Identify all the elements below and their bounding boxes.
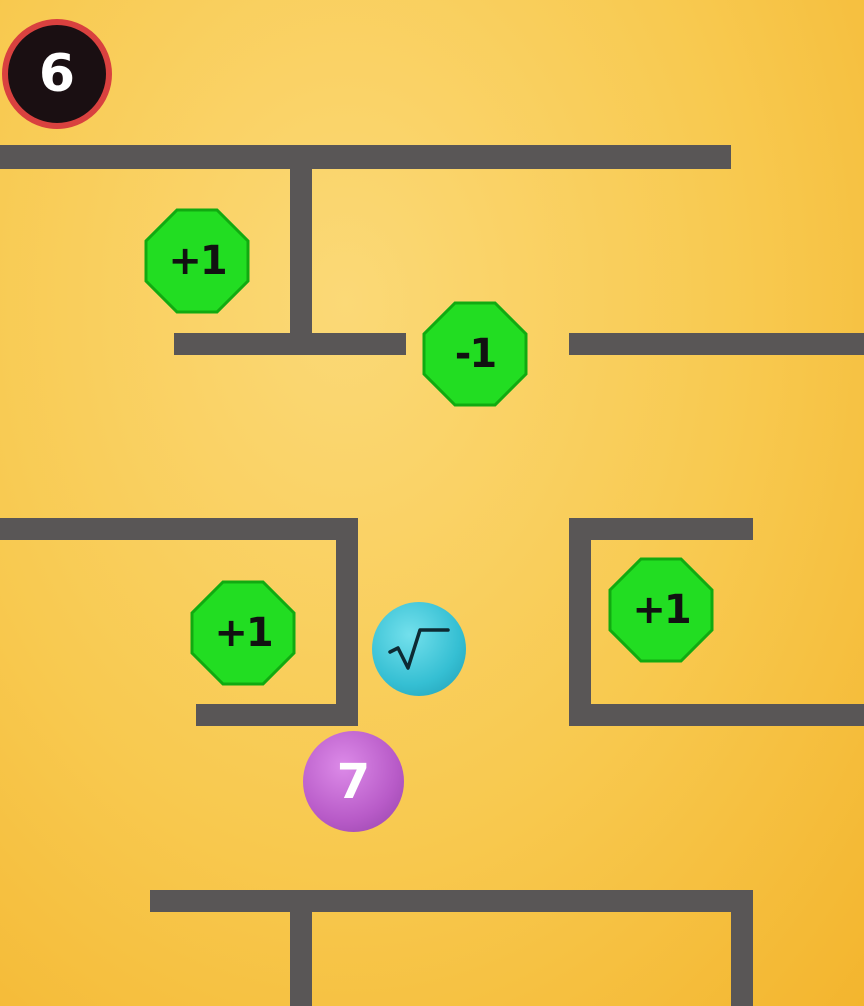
- maze-wall: [336, 518, 358, 726]
- octagon-icon: [190, 580, 296, 686]
- maze-wall: [196, 704, 358, 726]
- maze-wall: [150, 890, 753, 912]
- maze-wall: [0, 518, 358, 540]
- score-badge: 6: [2, 19, 112, 129]
- octagon-icon: [144, 208, 250, 314]
- maze-wall: [174, 333, 406, 355]
- maze-wall: [0, 145, 731, 169]
- square-root-icon: [388, 628, 450, 670]
- octagon-icon: [608, 557, 714, 663]
- maze-wall: [290, 145, 312, 345]
- token-label: +1: [632, 587, 691, 633]
- player-ball[interactable]: 7: [303, 731, 404, 832]
- maze-wall: [569, 518, 753, 540]
- plus-one-token[interactable]: +1: [190, 580, 296, 686]
- plus-one-token[interactable]: +1: [144, 208, 250, 314]
- maze-wall: [569, 704, 864, 726]
- maze-wall: [290, 890, 312, 1006]
- maze-wall: [569, 518, 591, 726]
- octagon-icon: [422, 301, 528, 407]
- minus-one-token[interactable]: -1: [422, 301, 528, 407]
- token-label: +1: [214, 610, 273, 656]
- square-root-ball[interactable]: [372, 602, 466, 696]
- token-label: +1: [168, 238, 227, 284]
- maze-wall: [569, 333, 864, 355]
- token-label: -1: [454, 331, 497, 377]
- plus-one-token[interactable]: +1: [608, 557, 714, 663]
- maze-wall: [731, 890, 753, 1006]
